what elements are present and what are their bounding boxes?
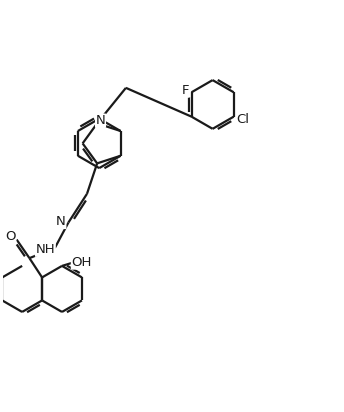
Text: O: O	[5, 229, 16, 243]
Text: NH: NH	[35, 243, 55, 256]
Text: OH: OH	[72, 256, 92, 269]
Text: N: N	[56, 215, 66, 228]
Text: N: N	[96, 114, 105, 127]
Text: F: F	[182, 84, 189, 97]
Text: Cl: Cl	[237, 113, 250, 126]
